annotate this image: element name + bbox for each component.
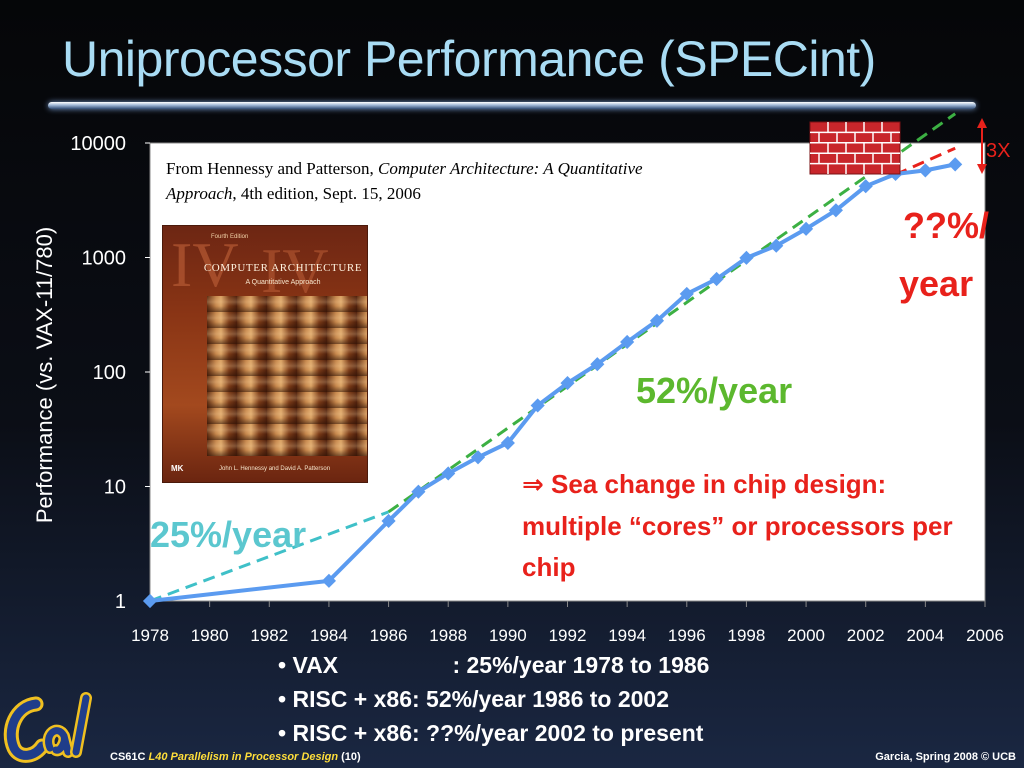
x-tick-label: 1986 (370, 626, 408, 645)
bullet-label: RISC + x86 (292, 686, 412, 712)
x-tick-label: 2006 (966, 626, 1004, 645)
y-tick-label: 100 (93, 362, 126, 384)
data-point (560, 376, 575, 391)
rate-late-label-1: ??%/ (903, 205, 989, 246)
footer-left: CS61C L40 Parallelism in Processor Desig… (110, 751, 361, 763)
footer-credit: Garcia, Spring 2008 © UCB (875, 751, 1016, 763)
slide-title: Uniprocessor Performance (SPECint) (62, 31, 876, 87)
trend-line (149, 510, 390, 603)
trend-line (387, 112, 957, 514)
data-point (321, 573, 336, 588)
cal-logo-icon (3, 692, 92, 763)
data-point (918, 163, 933, 178)
data-point (679, 286, 694, 301)
data-point (500, 435, 515, 451)
bullet-text: : 25%/year 1978 to 1986 (452, 652, 710, 678)
footer-course-code: CS61C (110, 751, 146, 763)
y-axis-label: Performance (vs. VAX-11/780) (32, 227, 57, 523)
data-point (709, 271, 724, 287)
data-point (799, 221, 814, 236)
y-tick-label: 10000 (70, 133, 126, 155)
y-tick-label: 1000 (82, 248, 127, 270)
y-tick-label: 1 (115, 591, 126, 613)
citation: From Hennessy and Patterson, Computer Ar… (166, 156, 706, 206)
data-point (470, 450, 486, 465)
y-tick-label: 10 (104, 477, 126, 499)
x-tick-label: 1996 (668, 626, 706, 645)
x-tick-label: 1990 (489, 626, 527, 645)
data-point (858, 179, 873, 194)
citation-suffix: , 4th edition, Sept. 15, 2006 (232, 184, 421, 203)
citation-prefix: From Hennessy and Patterson, (166, 159, 379, 178)
data-point (769, 238, 784, 253)
bullet-item: • VAX: 25%/year 1978 to 1986 (278, 648, 709, 682)
data-point (142, 593, 158, 609)
bullet-label: VAX (292, 652, 339, 678)
x-axis-ticks: 1978 1980 1982 1984 1986 1988 1990 1992 1994 1996… (131, 601, 1004, 645)
rate-early-label: 25%/year (150, 514, 306, 555)
book-authors: John L. Hennessy and David A. Patterson (219, 466, 331, 472)
book-roman-numeral: IV (171, 229, 239, 300)
bullet-item: • RISC + x86: ??%/year 2002 to present (278, 720, 704, 746)
data-point (441, 466, 456, 481)
x-tick-label: 1994 (608, 626, 646, 645)
data-point (381, 513, 396, 529)
bullet-list: • VAX: 25%/year 1978 to 1986 • RISC + x8… (278, 648, 709, 750)
x-tick-label: 1988 (429, 626, 467, 645)
x-tick-label: 2004 (906, 626, 944, 645)
book-cover: IV IV Fourth Edition COMPUTER ARCHITECTU… (162, 225, 368, 483)
data-point (948, 157, 963, 172)
gap-arrow-head-top (977, 118, 987, 128)
data-point (739, 250, 754, 265)
x-tick-label: 1984 (310, 626, 348, 645)
x-tick-label: 2002 (847, 626, 885, 645)
book-subtitle: A Quantitative Approach (245, 279, 321, 286)
brick-wall-icon (809, 121, 901, 175)
bullet-label: RISC + x86 (292, 720, 412, 746)
x-tick-label: 1978 (131, 626, 169, 645)
x-tick-label: 1998 (728, 626, 766, 645)
data-point (649, 313, 665, 328)
sea-change-text: Sea change in chip design: multiple “cor… (522, 469, 953, 582)
gap-arrow-head-bottom (977, 164, 987, 174)
data-point (620, 334, 635, 350)
wall-body (809, 121, 901, 175)
rate-mid-label: 52%/year (636, 370, 792, 411)
title-underline (48, 102, 976, 109)
footer-page: (10) (341, 751, 361, 763)
bullet-item: • RISC + x86: 52%/year 1986 to 2002 (278, 686, 670, 712)
x-tick-label: 1980 (191, 626, 229, 645)
footer-lecture: L40 Parallelism in Processor Design (148, 751, 339, 763)
book-cover-art-overlay (207, 296, 367, 456)
book-publisher: MK (171, 464, 184, 473)
book-title: COMPUTER ARCHITECTURE (203, 262, 363, 274)
data-point (411, 484, 426, 499)
gap-label: 3X (986, 140, 1010, 162)
data-point (590, 357, 605, 372)
x-tick-label: 1992 (549, 626, 587, 645)
bullet-text: : 52%/year 1986 to 2002 (412, 686, 670, 712)
data-series (142, 157, 963, 609)
x-tick-label: 2000 (787, 626, 825, 645)
rate-late-label-2: year (899, 263, 973, 304)
citation-book-title: Computer Architecture: A Quantitative Ap… (166, 159, 643, 203)
bullet-text: : ??%/year 2002 to present (412, 720, 704, 746)
x-tick-label: 1982 (250, 626, 288, 645)
trend-lines (149, 112, 957, 603)
implies-arrow-icon: ⇒ (522, 470, 544, 500)
data-point (828, 203, 843, 218)
book-roman-numeral-2: IV (261, 235, 329, 306)
trend-line (894, 146, 956, 176)
data-point (530, 398, 545, 413)
book-edition: Fourth Edition (211, 234, 249, 240)
y-axis-ticks: 1 10 100 1000 10000 (70, 133, 150, 613)
sea-change-callout: ⇒ Sea change in chip design: multiple “c… (522, 464, 992, 588)
series-line (149, 162, 956, 603)
